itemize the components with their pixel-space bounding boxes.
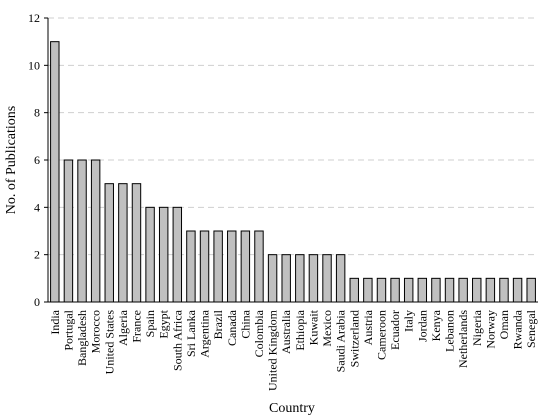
y-axis-label: No. of Publications	[4, 106, 19, 215]
gridlines	[48, 17, 538, 256]
bar	[390, 277, 400, 303]
bar	[63, 159, 74, 303]
y-tick-label: 6	[34, 153, 40, 167]
x-tick-label: Portugal	[61, 309, 75, 350]
bar	[526, 277, 536, 303]
bar	[431, 277, 441, 303]
bar	[199, 230, 210, 303]
x-tick-label: India	[48, 309, 62, 334]
bar	[186, 230, 196, 303]
x-tick-label: Sri Lanka	[184, 309, 198, 357]
bars	[50, 41, 536, 303]
bar	[240, 230, 251, 303]
bar	[77, 159, 87, 303]
x-tick-labels: India Portugal Bangladesh Morocco United Sta…	[48, 309, 538, 391]
bar	[308, 254, 319, 303]
bar	[512, 277, 523, 303]
x-tick-label: Switzerland	[347, 310, 361, 367]
y-tick-label: 8	[34, 106, 40, 120]
y-tick-label: 4	[34, 200, 40, 214]
x-tick-label: Australia	[279, 309, 293, 354]
bar	[363, 277, 373, 303]
y-tick-label: 12	[28, 11, 40, 25]
bar	[335, 254, 346, 303]
bar	[104, 183, 114, 303]
bar	[90, 159, 101, 303]
y-tick-label: 10	[28, 58, 40, 72]
bar	[376, 277, 387, 303]
x-tick-label: Norway	[483, 310, 497, 349]
bar	[499, 277, 509, 303]
bar	[50, 41, 60, 303]
bar	[158, 206, 169, 303]
bar	[118, 183, 128, 303]
bar	[472, 277, 482, 303]
x-tick-label: Colombia	[252, 309, 266, 357]
x-tick-label: Netherlands	[456, 310, 470, 368]
x-tick-label: Argentina	[198, 309, 212, 357]
y-tick-label: 2	[34, 248, 40, 262]
x-tick-label: Cameroon	[374, 310, 388, 360]
bar	[295, 254, 305, 303]
x-tick-label: Ecuador	[388, 310, 402, 350]
x-tick-label: Canada	[225, 309, 239, 346]
x-tick-label: Brazil	[211, 309, 225, 339]
x-tick-label: United Kingdom	[266, 309, 280, 391]
x-tick-label: Kenya	[429, 309, 443, 341]
x-tick-label: Algeria	[116, 309, 130, 346]
x-tick-label: Rwanda	[511, 309, 525, 349]
x-tick-label: Egypt	[157, 309, 171, 338]
x-tick-label: Lebanon	[443, 310, 457, 352]
y-tick-labels: 0 2 4 6 8 10 12	[28, 11, 40, 309]
x-tick-label: Saudi Arabia	[334, 309, 348, 372]
x-tick-label: China	[238, 309, 252, 338]
bar	[281, 254, 291, 303]
x-tick-label: Oman	[497, 310, 511, 339]
bar	[485, 277, 496, 303]
x-tick-label: United States	[102, 310, 116, 375]
bar	[227, 230, 237, 303]
x-tick-label: Morocco	[89, 310, 103, 353]
x-tick-label: France	[129, 310, 143, 343]
bar	[267, 254, 278, 303]
bar	[172, 206, 183, 303]
x-axis-label: Country	[269, 401, 315, 416]
bar	[417, 277, 428, 303]
y-tick-label: 0	[34, 295, 40, 309]
x-tick-label: Austria	[361, 309, 375, 345]
x-tick-label: Mexico	[320, 310, 334, 347]
bar	[349, 277, 359, 303]
x-tick-label: Nigeria	[470, 309, 484, 346]
x-tick-label: Spain	[143, 310, 157, 337]
x-tick-label: Italy	[402, 310, 416, 332]
bar	[458, 277, 468, 303]
bar	[322, 254, 332, 303]
x-tick-label: South Africa	[170, 309, 184, 371]
x-tick-label: Bangladesh	[75, 310, 89, 366]
bar	[444, 277, 455, 303]
x-tick-label: Jordan	[415, 310, 429, 342]
x-tick-label: Senegal	[524, 309, 538, 348]
axes	[44, 17, 538, 303]
bar	[403, 277, 414, 303]
x-tick-label: Kuwait	[306, 309, 320, 345]
bar	[131, 183, 142, 303]
bar	[254, 230, 264, 303]
x-tick-label: Ethiopia	[293, 309, 307, 350]
bar	[145, 206, 155, 303]
bar	[213, 230, 223, 303]
